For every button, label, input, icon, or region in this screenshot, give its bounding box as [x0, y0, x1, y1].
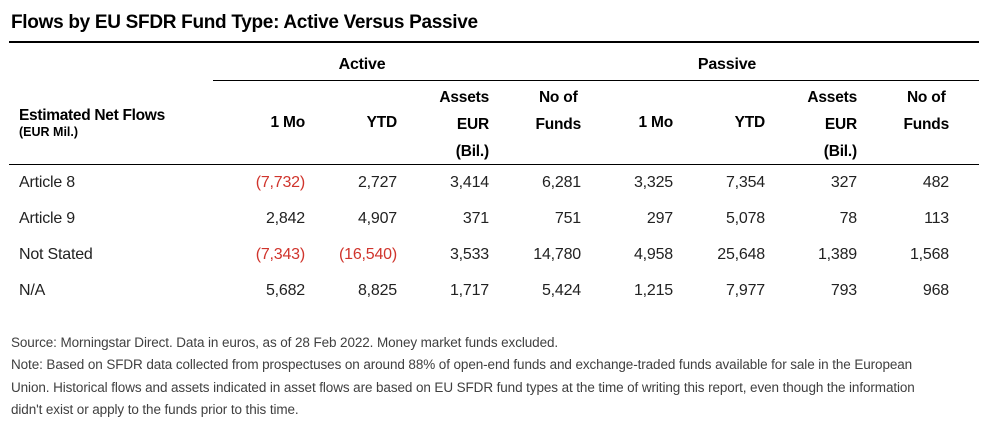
- measure-label: Estimated Net Flows (EUR Mil.): [9, 81, 213, 165]
- col-header-funds-active: No of Funds: [489, 81, 582, 165]
- source-note: Source: Morningstar Direct. Data in euro…: [9, 332, 979, 422]
- col-header-text: EUR: [456, 116, 489, 133]
- cell-value: 327: [830, 174, 857, 191]
- group-header-row: Active Passive: [9, 43, 979, 81]
- group-header-rule: [213, 79, 979, 81]
- cell-value: 3,414: [449, 174, 489, 191]
- note-line-2: Union. Historical flows and assets indic…: [11, 379, 915, 395]
- col-header-text: (Bil.): [455, 143, 489, 160]
- col-header-text: No of: [906, 89, 946, 106]
- col-header-stack: Assets EUR (Bil.): [807, 84, 857, 165]
- col-header-stack: No of Funds: [536, 84, 582, 138]
- col-header-stack: Assets EUR (Bil.): [439, 84, 489, 165]
- col-header-text: Funds: [535, 116, 582, 133]
- col-header-stack: No of Funds: [904, 84, 950, 138]
- exhibit-title: Flows by EU SFDR Fund Type: Active Versu…: [9, 0, 979, 43]
- cell-value: 113: [924, 210, 949, 227]
- col-header-1mo-active: 1 Mo: [213, 81, 305, 165]
- measure-label-line2: (EUR Mil.): [19, 124, 79, 139]
- cell-value: 4,958: [633, 246, 673, 263]
- source-line: Source: Morningstar Direct. Data in euro…: [11, 335, 559, 350]
- col-header-text: Funds: [903, 116, 950, 133]
- cell-value: 482: [922, 174, 949, 191]
- group-header-passive: Passive: [697, 56, 757, 73]
- cell-value: 5,682: [265, 282, 305, 299]
- cell-value: (7,732): [255, 174, 305, 191]
- col-header-ytd-active: YTD: [305, 81, 398, 165]
- cell-value: 78: [839, 210, 858, 227]
- table-row-article9: Article 9 2,842 4,907 371 751 297 5,078 …: [9, 201, 979, 237]
- table-row-not-stated: Not Stated (7,343) (16,540) 3,533 14,780…: [9, 237, 979, 273]
- col-header-assets-active: Assets EUR (Bil.): [397, 81, 489, 165]
- note-line-3: didn't exist or apply to the funds prior…: [11, 402, 299, 418]
- col-header-text: (Bil.): [823, 143, 857, 160]
- col-header-text: No of: [538, 89, 578, 106]
- cell-value: (16,540): [339, 246, 397, 263]
- cell-value: 371: [462, 210, 489, 227]
- row-label: Article 9: [19, 210, 75, 227]
- cell-value: 4,907: [357, 210, 397, 227]
- row-label: Article 8: [19, 174, 75, 191]
- cell-value: 3,533: [449, 246, 489, 263]
- row-label: Not Stated: [19, 246, 93, 263]
- cell-value: 1,215: [633, 282, 673, 299]
- col-header-text: YTD: [734, 114, 766, 131]
- cell-value: 14,780: [533, 246, 581, 263]
- table-row-na: N/A 5,682 8,825 1,717 5,424 1,215 7,977 …: [9, 273, 979, 309]
- col-header-funds-passive: No of Funds: [857, 81, 950, 165]
- cell-value: 7,977: [725, 282, 765, 299]
- col-header-text: YTD: [366, 114, 398, 131]
- cell-value: (7,343): [255, 246, 305, 263]
- cell-value: 5,424: [541, 282, 581, 299]
- cell-value: 25,648: [717, 246, 765, 263]
- col-header-text: EUR: [824, 116, 857, 133]
- cell-value: 297: [646, 210, 673, 227]
- cell-value: 3,325: [633, 174, 673, 191]
- col-header-1mo-passive: 1 Mo: [581, 81, 673, 165]
- note-line-1: Note: Based on SFDR data collected from …: [11, 357, 913, 373]
- cell-value: 1,717: [449, 282, 489, 299]
- cell-value: 2,727: [357, 174, 397, 191]
- cell-value: 1,389: [817, 246, 857, 263]
- cell-value: 6,281: [541, 174, 581, 191]
- report-exhibit: Flows by EU SFDR Fund Type: Active Versu…: [9, 0, 979, 422]
- col-header-assets-passive: Assets EUR (Bil.): [765, 81, 857, 165]
- col-header-text: Assets: [807, 89, 857, 106]
- cell-value: 2,842: [265, 210, 305, 227]
- col-header-text: 1 Mo: [638, 114, 673, 131]
- table-row-article8: Article 8 (7,732) 2,727 3,414 6,281 3,32…: [9, 165, 979, 201]
- cell-value: 8,825: [357, 282, 397, 299]
- cell-value: 793: [830, 282, 857, 299]
- row-label: N/A: [19, 282, 46, 299]
- col-header-text: Assets: [439, 89, 489, 106]
- col-header-ytd-passive: YTD: [673, 81, 766, 165]
- cell-value: 751: [554, 210, 581, 227]
- measure-label-line1: Estimated Net Flows: [19, 106, 165, 124]
- cell-value: 7,354: [725, 174, 765, 191]
- cell-value: 968: [922, 282, 949, 299]
- cell-value: 5,078: [725, 210, 765, 227]
- cell-value: 1,568: [909, 246, 949, 263]
- column-header-row: Estimated Net Flows (EUR Mil.) 1 Mo YTD …: [9, 81, 979, 165]
- col-header-text: 1 Mo: [270, 114, 305, 131]
- group-header-active: Active: [338, 56, 386, 73]
